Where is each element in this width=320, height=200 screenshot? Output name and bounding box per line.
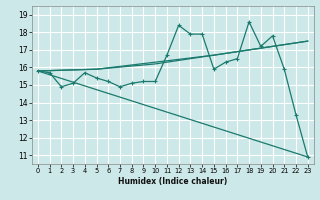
- X-axis label: Humidex (Indice chaleur): Humidex (Indice chaleur): [118, 177, 228, 186]
